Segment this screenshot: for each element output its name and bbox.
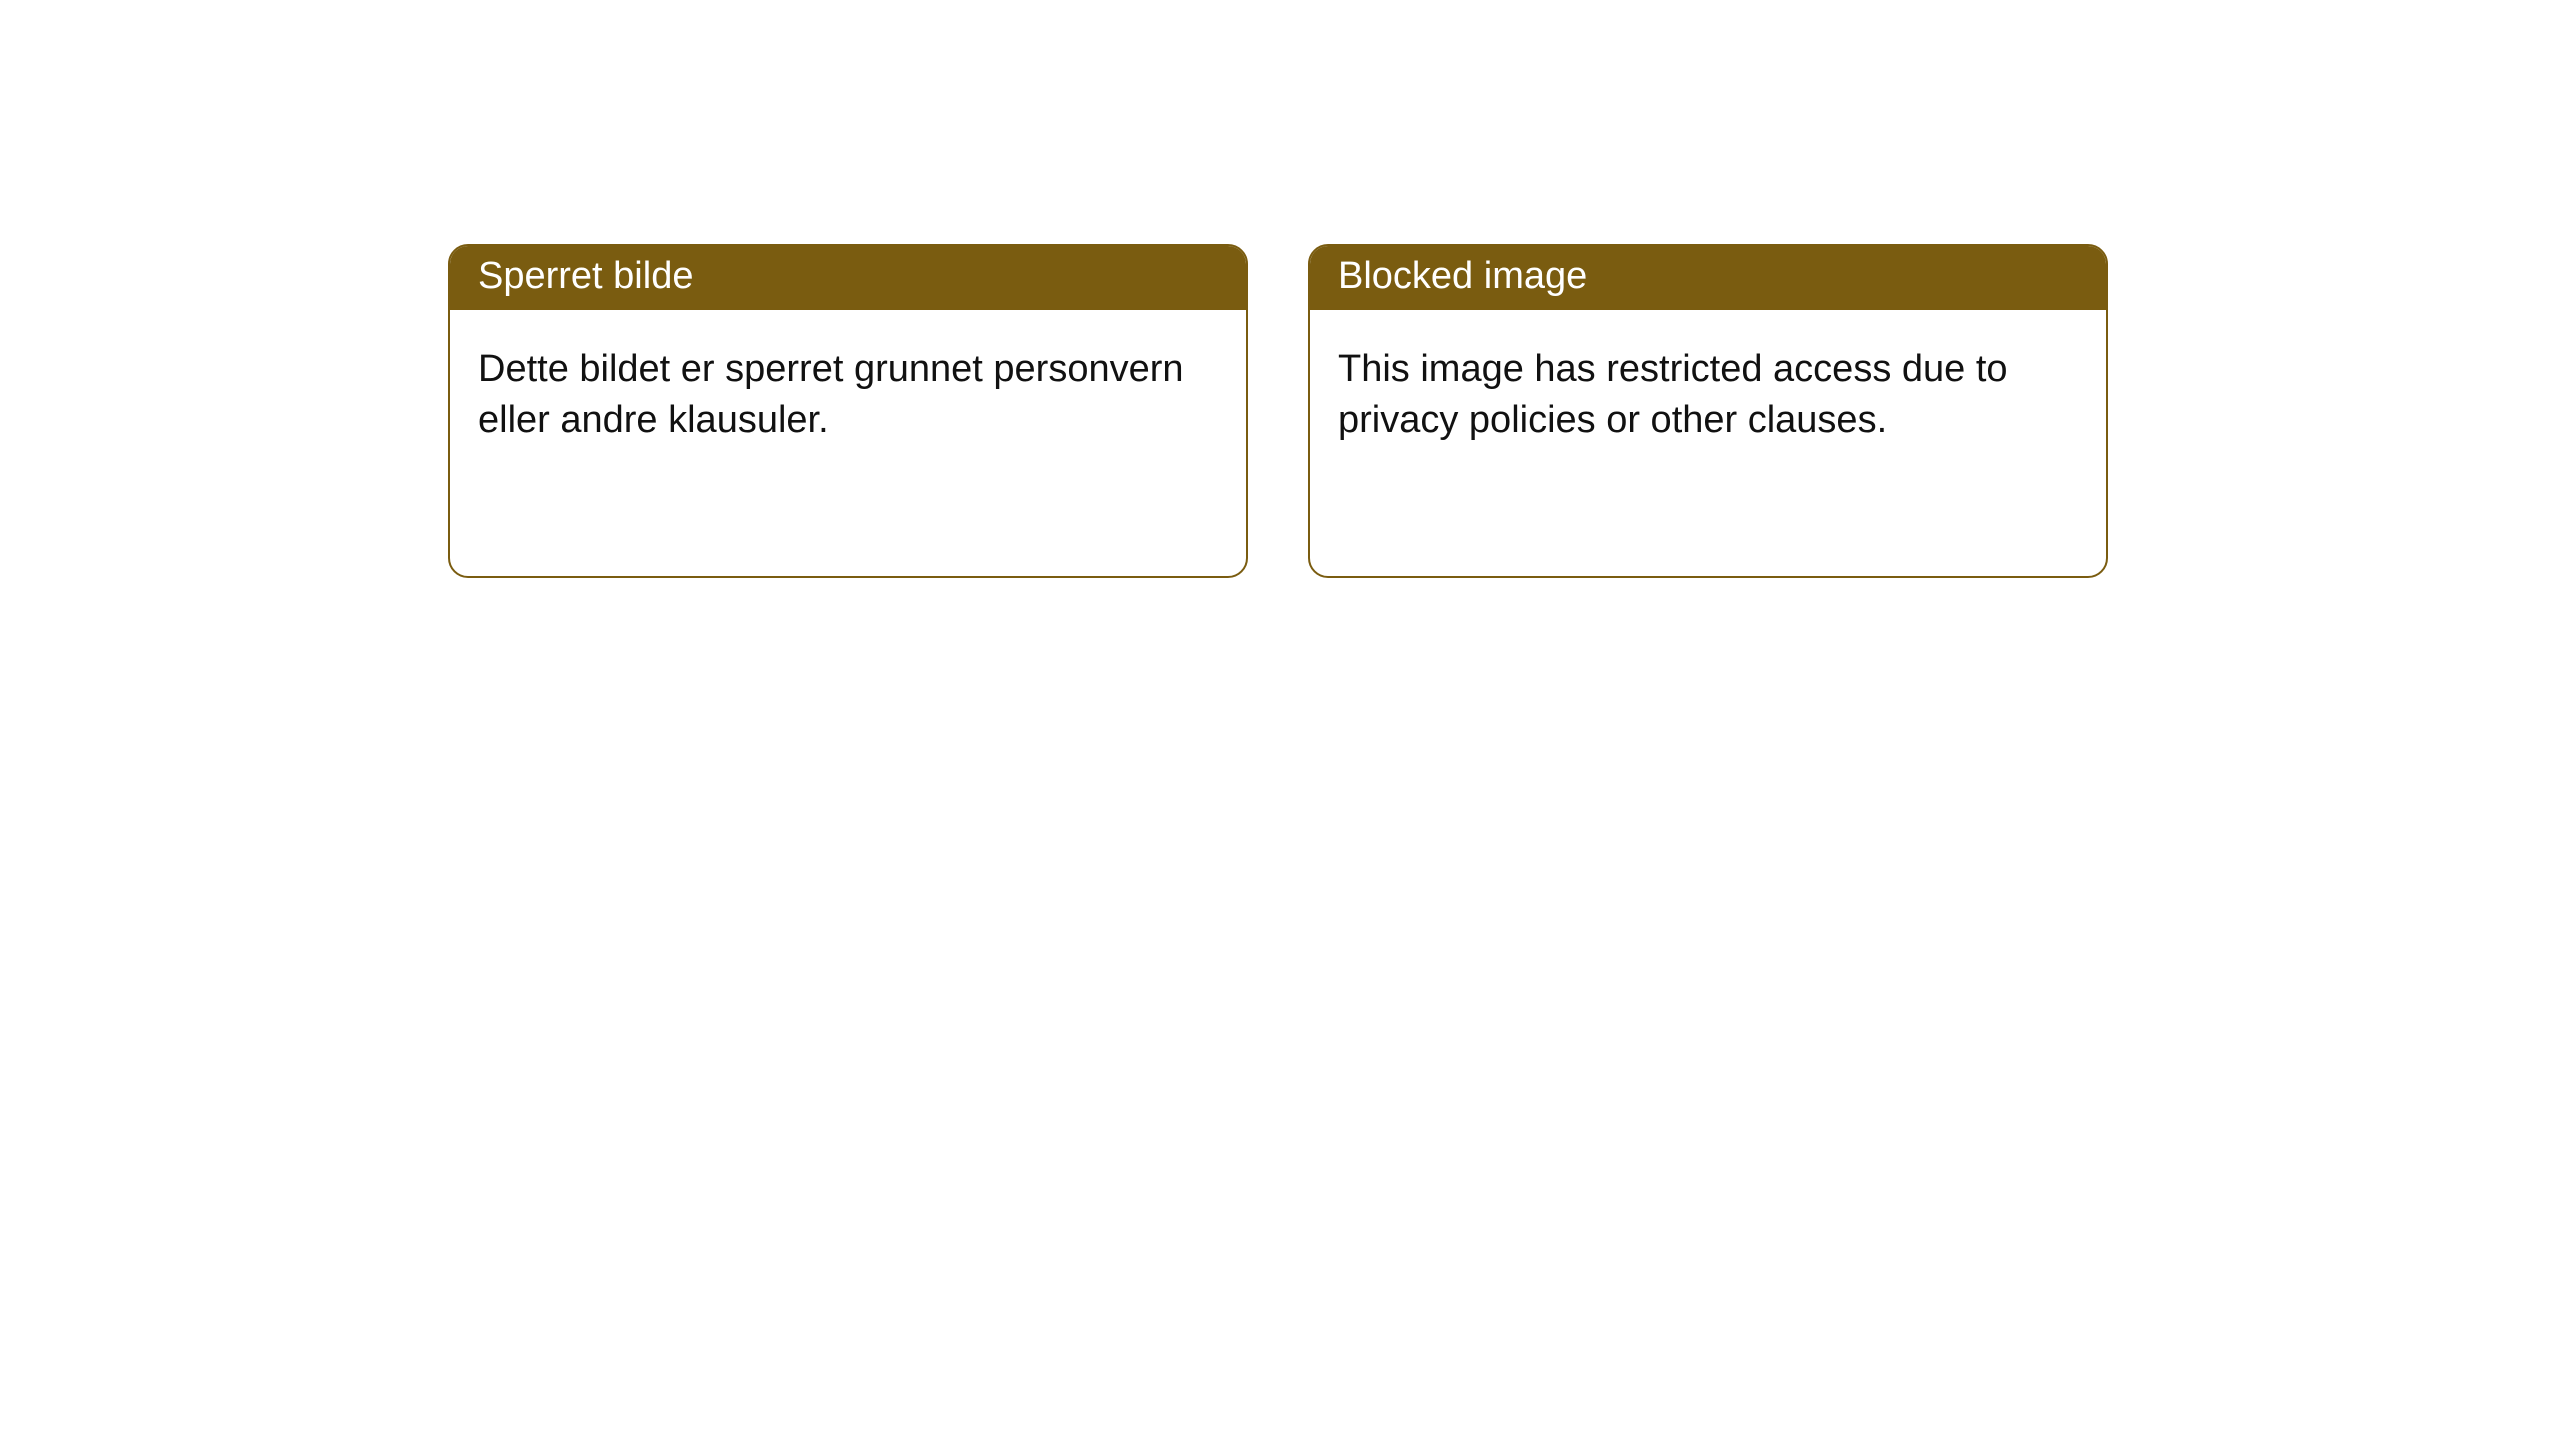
notice-card-en: Blocked image This image has restricted … xyxy=(1308,244,2108,578)
notice-body-en: This image has restricted access due to … xyxy=(1310,310,2106,471)
notice-title-en: Blocked image xyxy=(1310,246,2106,310)
notice-container: Sperret bilde Dette bildet er sperret gr… xyxy=(0,0,2560,578)
notice-body-no: Dette bildet er sperret grunnet personve… xyxy=(450,310,1246,471)
notice-title-no: Sperret bilde xyxy=(450,246,1246,310)
notice-card-no: Sperret bilde Dette bildet er sperret gr… xyxy=(448,244,1248,578)
